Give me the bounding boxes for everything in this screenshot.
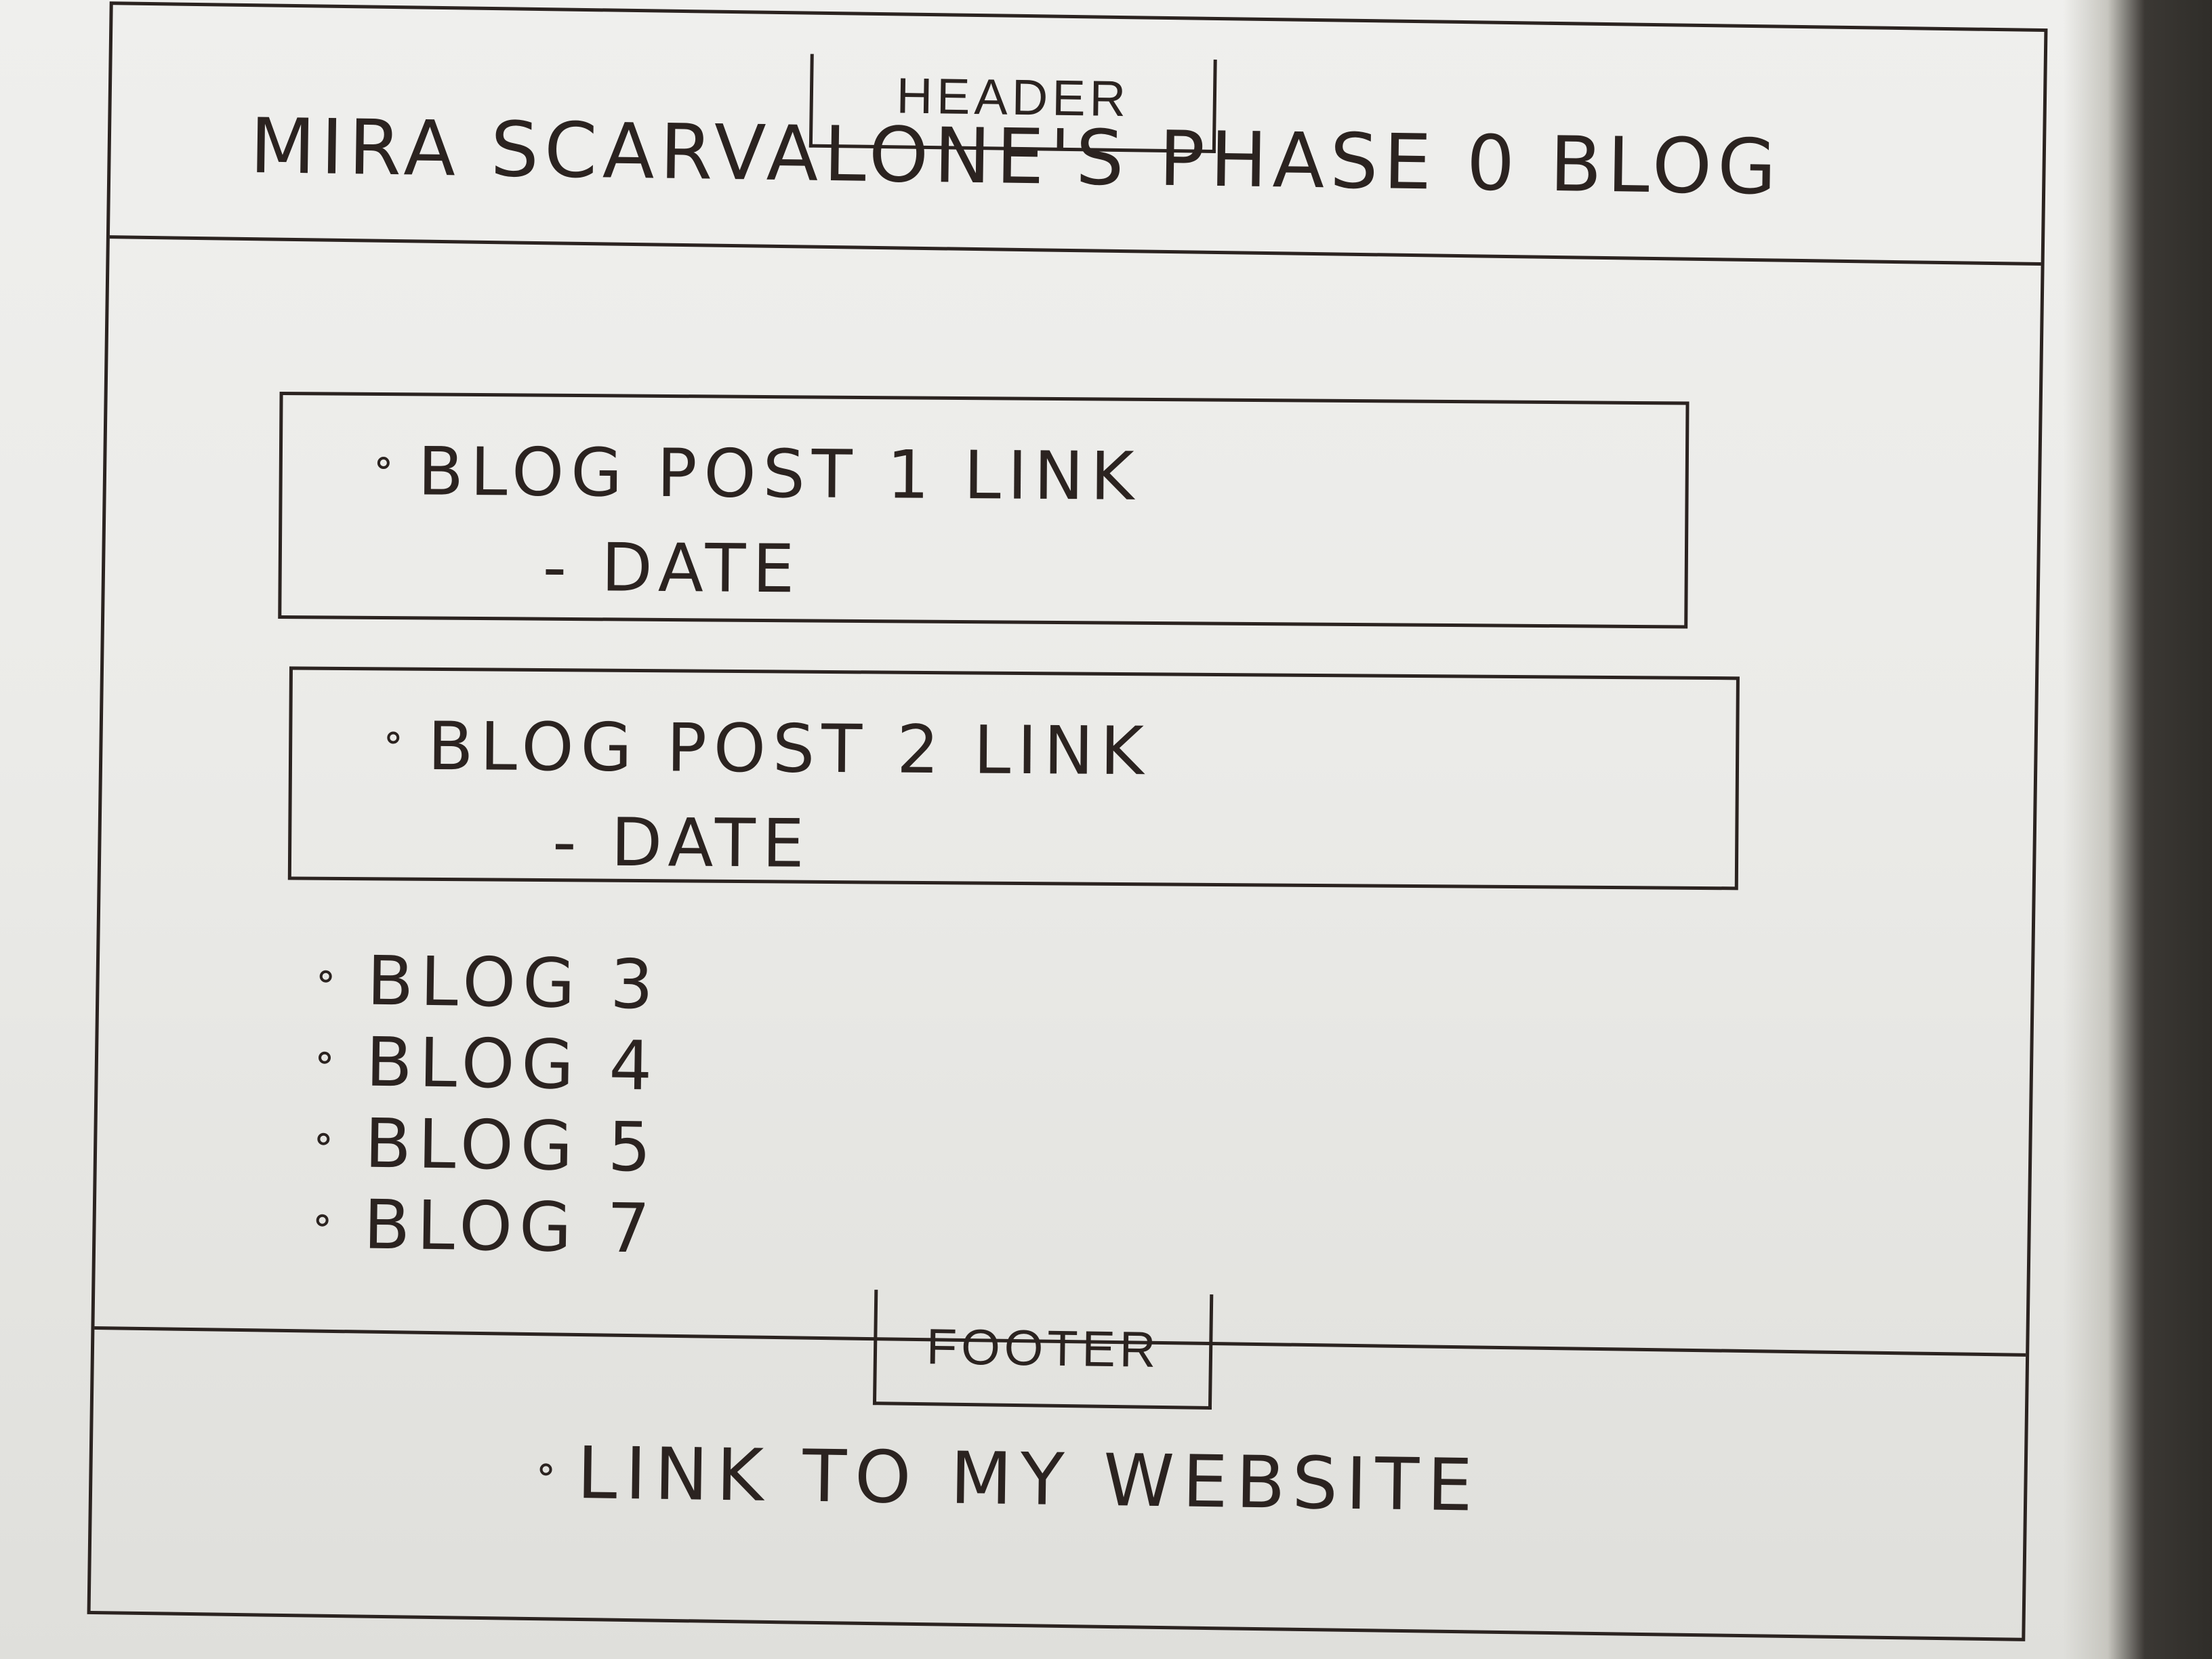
blog-list-item[interactable]: BLOG 7 bbox=[316, 1184, 657, 1270]
blog-7-link[interactable]: BLOG 7 bbox=[363, 1185, 657, 1269]
main-content: BLOG POST 1 LINK - DATE BLOG POST 2 LINK… bbox=[94, 239, 2041, 1357]
website-link[interactable]: LINK TO MY WEBSITE bbox=[539, 1431, 1481, 1528]
post-2-date: - DATE bbox=[552, 804, 812, 883]
bullet-icon bbox=[316, 1214, 329, 1227]
blog-list-item[interactable]: BLOG 4 bbox=[318, 1021, 659, 1107]
bullet-icon bbox=[317, 1132, 330, 1145]
bullet-icon bbox=[539, 1463, 552, 1476]
table-edge bbox=[2063, 0, 2212, 1659]
blog-list: BLOG 3 BLOG 4 BLOG 5 BLOG 7 bbox=[316, 940, 661, 1270]
post-card-2[interactable]: BLOG POST 2 LINK - DATE bbox=[287, 666, 1740, 890]
bullet-icon bbox=[319, 970, 332, 983]
post-2-link[interactable]: BLOG POST 2 LINK bbox=[427, 708, 1151, 791]
blog-title: MIRA SCARVALONE'S PHASE 0 BLOG bbox=[249, 102, 1782, 212]
header-section: HEADER MIRA SCARVALONE'S PHASE 0 BLOG bbox=[109, 5, 2045, 266]
sketch-frame: HEADER MIRA SCARVALONE'S PHASE 0 BLOG BL… bbox=[87, 1, 2048, 1641]
blog-list-item[interactable]: BLOG 3 bbox=[319, 940, 661, 1026]
blog-list-item[interactable]: BLOG 5 bbox=[316, 1103, 658, 1189]
website-link-label[interactable]: LINK TO MY WEBSITE bbox=[576, 1431, 1481, 1528]
post-1-link[interactable]: BLOG POST 1 LINK bbox=[417, 433, 1141, 516]
bullet-icon bbox=[387, 731, 400, 744]
blog-3-link[interactable]: BLOG 3 bbox=[366, 941, 661, 1025]
footer-tag: FOOTER bbox=[872, 1290, 1214, 1410]
post-card-1[interactable]: BLOG POST 1 LINK - DATE bbox=[278, 391, 1689, 629]
bullet-icon bbox=[318, 1051, 331, 1064]
post-1-date: - DATE bbox=[542, 529, 802, 609]
blog-5-link[interactable]: BLOG 5 bbox=[364, 1103, 659, 1187]
footer-section: FOOTER LINK TO MY WEBSITE bbox=[90, 1290, 2026, 1638]
blog-4-link[interactable]: BLOG 4 bbox=[365, 1022, 660, 1106]
bullet-icon bbox=[377, 456, 390, 470]
